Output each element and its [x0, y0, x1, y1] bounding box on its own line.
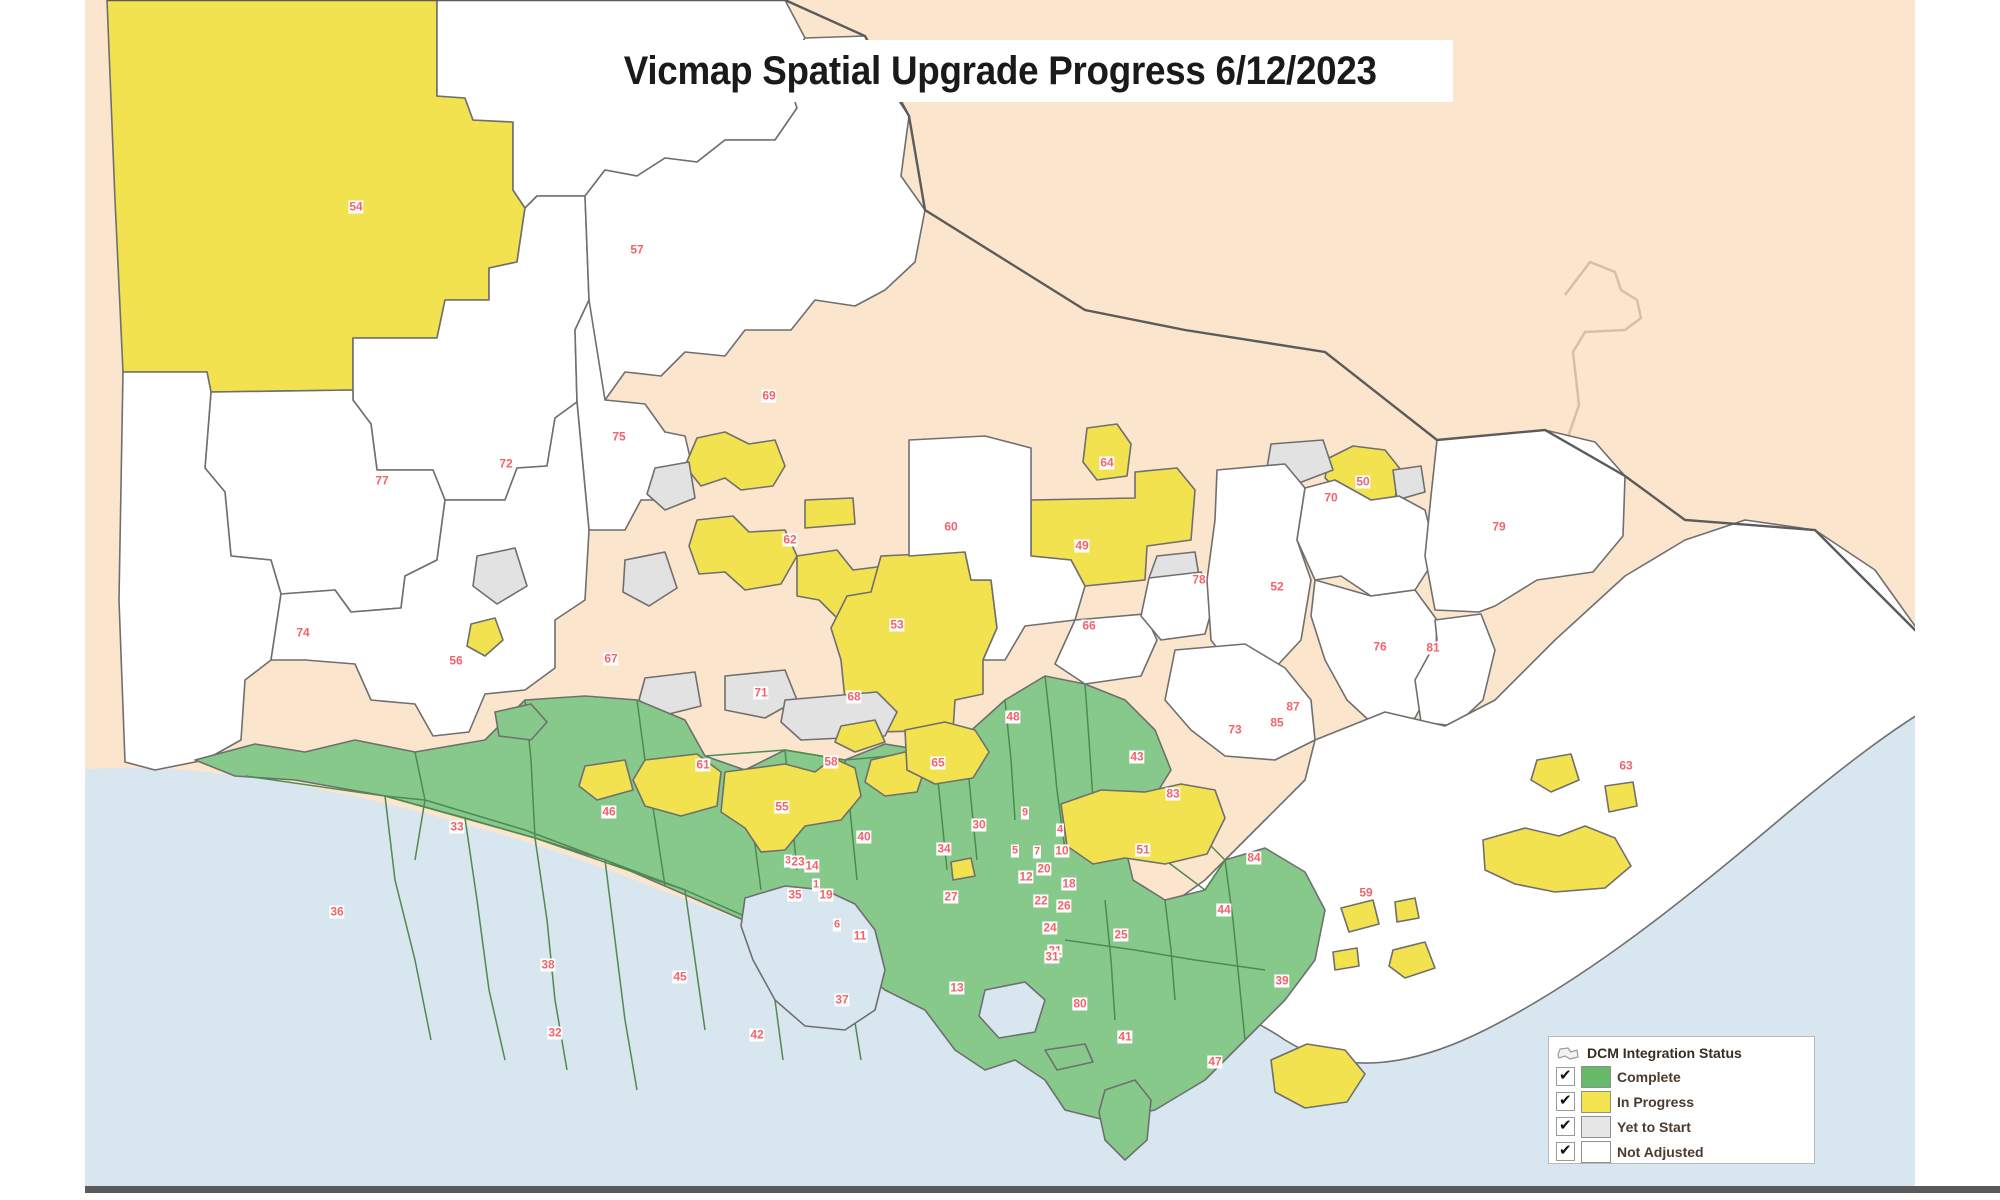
lga-63-yellow-a — [1530, 753, 1580, 793]
lga-64 — [1082, 423, 1132, 481]
legend-panel[interactable]: DCM Integration Status Complete In Progre… — [1548, 1036, 1815, 1164]
lga-70 — [1296, 479, 1438, 597]
wilsons-promontory — [1098, 1079, 1152, 1161]
legend-checkbox[interactable] — [1556, 1116, 1575, 1136]
legend-item-label: In Progress — [1617, 1093, 1695, 1110]
legend-item-in-progress[interactable]: In Progress — [1556, 1089, 1807, 1114]
lga-62-yellow — [684, 431, 786, 491]
lga-65-yellow-b — [834, 719, 886, 753]
lga-65-yellow — [904, 721, 990, 785]
lga-59-yellow-d — [1332, 947, 1360, 971]
lga-79 — [1424, 429, 1626, 613]
victoria-choropleth-map[interactable] — [85, 0, 1915, 1192]
westernport-bay — [978, 981, 1046, 1039]
yet-grey-c — [472, 547, 528, 605]
legend-checkbox[interactable] — [1556, 1141, 1575, 1161]
lga-62-square — [804, 497, 856, 529]
lga-51 — [1060, 783, 1226, 865]
legend-checkbox[interactable] — [1556, 1091, 1575, 1111]
legend-swatch — [1581, 1140, 1611, 1163]
lga-59-yellow-b — [1394, 897, 1420, 923]
legend-item-label: Not Adjusted — [1617, 1143, 1704, 1160]
legend-title: DCM Integration Status — [1587, 1045, 1742, 1061]
yet-grey-e — [638, 671, 702, 717]
legend-swatch — [1581, 1090, 1611, 1113]
lga-59-yellow-a — [1340, 899, 1380, 933]
lga-56-yellow-a — [466, 617, 504, 657]
lga-61-yellow — [632, 753, 722, 817]
yet-grey-b — [622, 551, 678, 607]
lga-60 — [908, 435, 1086, 661]
ocean-water — [85, 716, 1915, 1192]
map-title: Vicmap Spatial Upgrade Progress 6/12/202… — [623, 48, 1377, 93]
legend-item-label: Yet to Start — [1617, 1118, 1691, 1135]
legend-swatch — [1581, 1065, 1611, 1088]
yet-grey-a — [646, 461, 696, 511]
lga-55 — [720, 757, 862, 853]
legend-item-yet-to-start[interactable]: Yet to Start — [1556, 1114, 1807, 1139]
lga-61-yellow-b — [578, 759, 634, 801]
bottom-border-rule — [85, 1186, 2000, 1193]
polygon-layer-icon — [1557, 1046, 1579, 1060]
lga-63-yellow-cluster — [1482, 825, 1632, 893]
lga-43-yellow — [950, 857, 976, 881]
map-title-plaque: Vicmap Spatial Upgrade Progress 6/12/202… — [548, 40, 1453, 102]
lga-59-yellow-c — [1388, 941, 1436, 979]
yet-grey-h — [1392, 465, 1426, 501]
lga-62-yellow-b — [688, 515, 798, 591]
lga-63-yellow-b — [1604, 781, 1638, 813]
legend-item-complete[interactable]: Complete — [1556, 1064, 1807, 1089]
map-canvas[interactable]: 1 3 4 5 6 7 9 10 11 12 13 14 18 19 20 21 22 23 24 25 26 27 30 3… — [85, 0, 1915, 1192]
legend-swatch — [1581, 1115, 1611, 1138]
green-island-inset — [494, 703, 548, 741]
lga-52 — [1206, 463, 1312, 673]
legend-header: DCM Integration Status — [1556, 1042, 1807, 1064]
legend-item-label: Complete — [1617, 1068, 1681, 1085]
lga-56 — [270, 401, 590, 737]
lga-73 — [1164, 643, 1316, 761]
phillip-island — [1044, 1043, 1094, 1071]
lga-78 — [1140, 571, 1216, 641]
lga-47-yellow — [1270, 1043, 1366, 1109]
legend-rows[interactable]: Complete In Progress Yet to Start Not Adjus… — [1556, 1064, 1807, 1164]
legend-item-not-adjusted[interactable]: Not Adjusted — [1556, 1139, 1807, 1164]
legend-checkbox[interactable] — [1556, 1066, 1575, 1086]
bottom-border-rule-tail — [1915, 1186, 2000, 1193]
